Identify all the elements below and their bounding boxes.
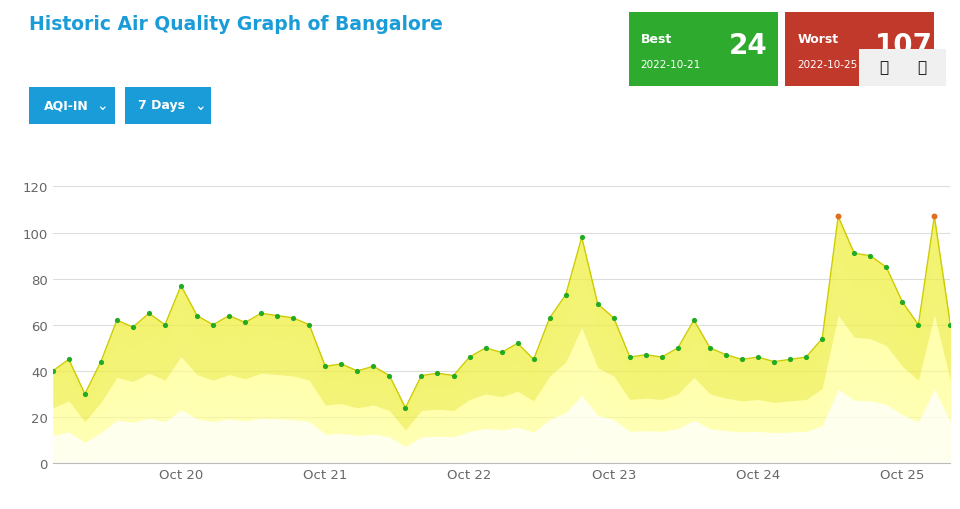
Text: 7 Days: 7 Days (138, 99, 184, 112)
Point (253, 309, 269, 318)
Point (638, 351, 654, 359)
Text: 2022-10-21: 2022-10-21 (640, 60, 701, 70)
Point (430, 370, 445, 378)
Point (61, 356, 77, 364)
Point (751, 353, 766, 361)
Point (285, 314, 300, 322)
Point (895, 298, 910, 306)
Point (590, 300, 606, 308)
Text: 📈: 📈 (878, 60, 888, 75)
Point (237, 319, 252, 327)
Point (414, 372, 429, 380)
Point (799, 353, 814, 361)
Point (189, 312, 204, 320)
Point (878, 264, 894, 272)
Point (478, 344, 493, 352)
Point (93, 358, 108, 366)
Point (863, 252, 878, 260)
Text: AQI-IN: AQI-IN (44, 99, 89, 112)
Point (814, 335, 829, 343)
Point (911, 321, 926, 329)
Point (703, 344, 718, 352)
Text: 2022-10-25: 2022-10-25 (797, 60, 857, 70)
Point (222, 312, 237, 320)
Text: Worst: Worst (797, 33, 838, 46)
Point (782, 356, 798, 364)
Point (397, 404, 413, 412)
Text: 📊: 📊 (917, 60, 926, 75)
Point (270, 312, 285, 320)
Point (141, 309, 156, 318)
Point (205, 321, 221, 329)
Point (157, 321, 173, 329)
Point (109, 317, 125, 325)
Point (366, 362, 381, 371)
Point (943, 321, 958, 329)
Point (445, 372, 461, 380)
Text: 24: 24 (729, 32, 767, 60)
Point (830, 213, 846, 221)
Point (622, 353, 637, 361)
Point (510, 340, 525, 348)
Point (670, 344, 685, 352)
Text: Historic Air Quality Graph of Bangalore: Historic Air Quality Graph of Bangalore (29, 15, 443, 34)
Point (462, 353, 477, 361)
Point (318, 362, 333, 371)
Point (526, 356, 541, 364)
Point (734, 356, 750, 364)
Point (558, 291, 573, 299)
Point (45, 367, 60, 375)
Point (766, 358, 781, 366)
Text: ⌄: ⌄ (96, 99, 108, 112)
Text: ⌄: ⌄ (194, 99, 205, 112)
Point (334, 360, 349, 369)
Text: Best: Best (640, 33, 672, 46)
Point (382, 372, 397, 380)
Point (686, 317, 702, 325)
Point (654, 353, 669, 361)
Point (349, 367, 365, 375)
Point (301, 321, 317, 329)
Point (926, 213, 942, 221)
Point (606, 314, 621, 322)
Text: 107: 107 (876, 32, 933, 60)
Point (574, 234, 589, 242)
Point (718, 351, 733, 359)
Point (125, 323, 140, 331)
Point (174, 282, 189, 290)
Point (542, 314, 558, 322)
Point (77, 390, 92, 398)
Point (847, 250, 862, 258)
Point (493, 349, 509, 357)
